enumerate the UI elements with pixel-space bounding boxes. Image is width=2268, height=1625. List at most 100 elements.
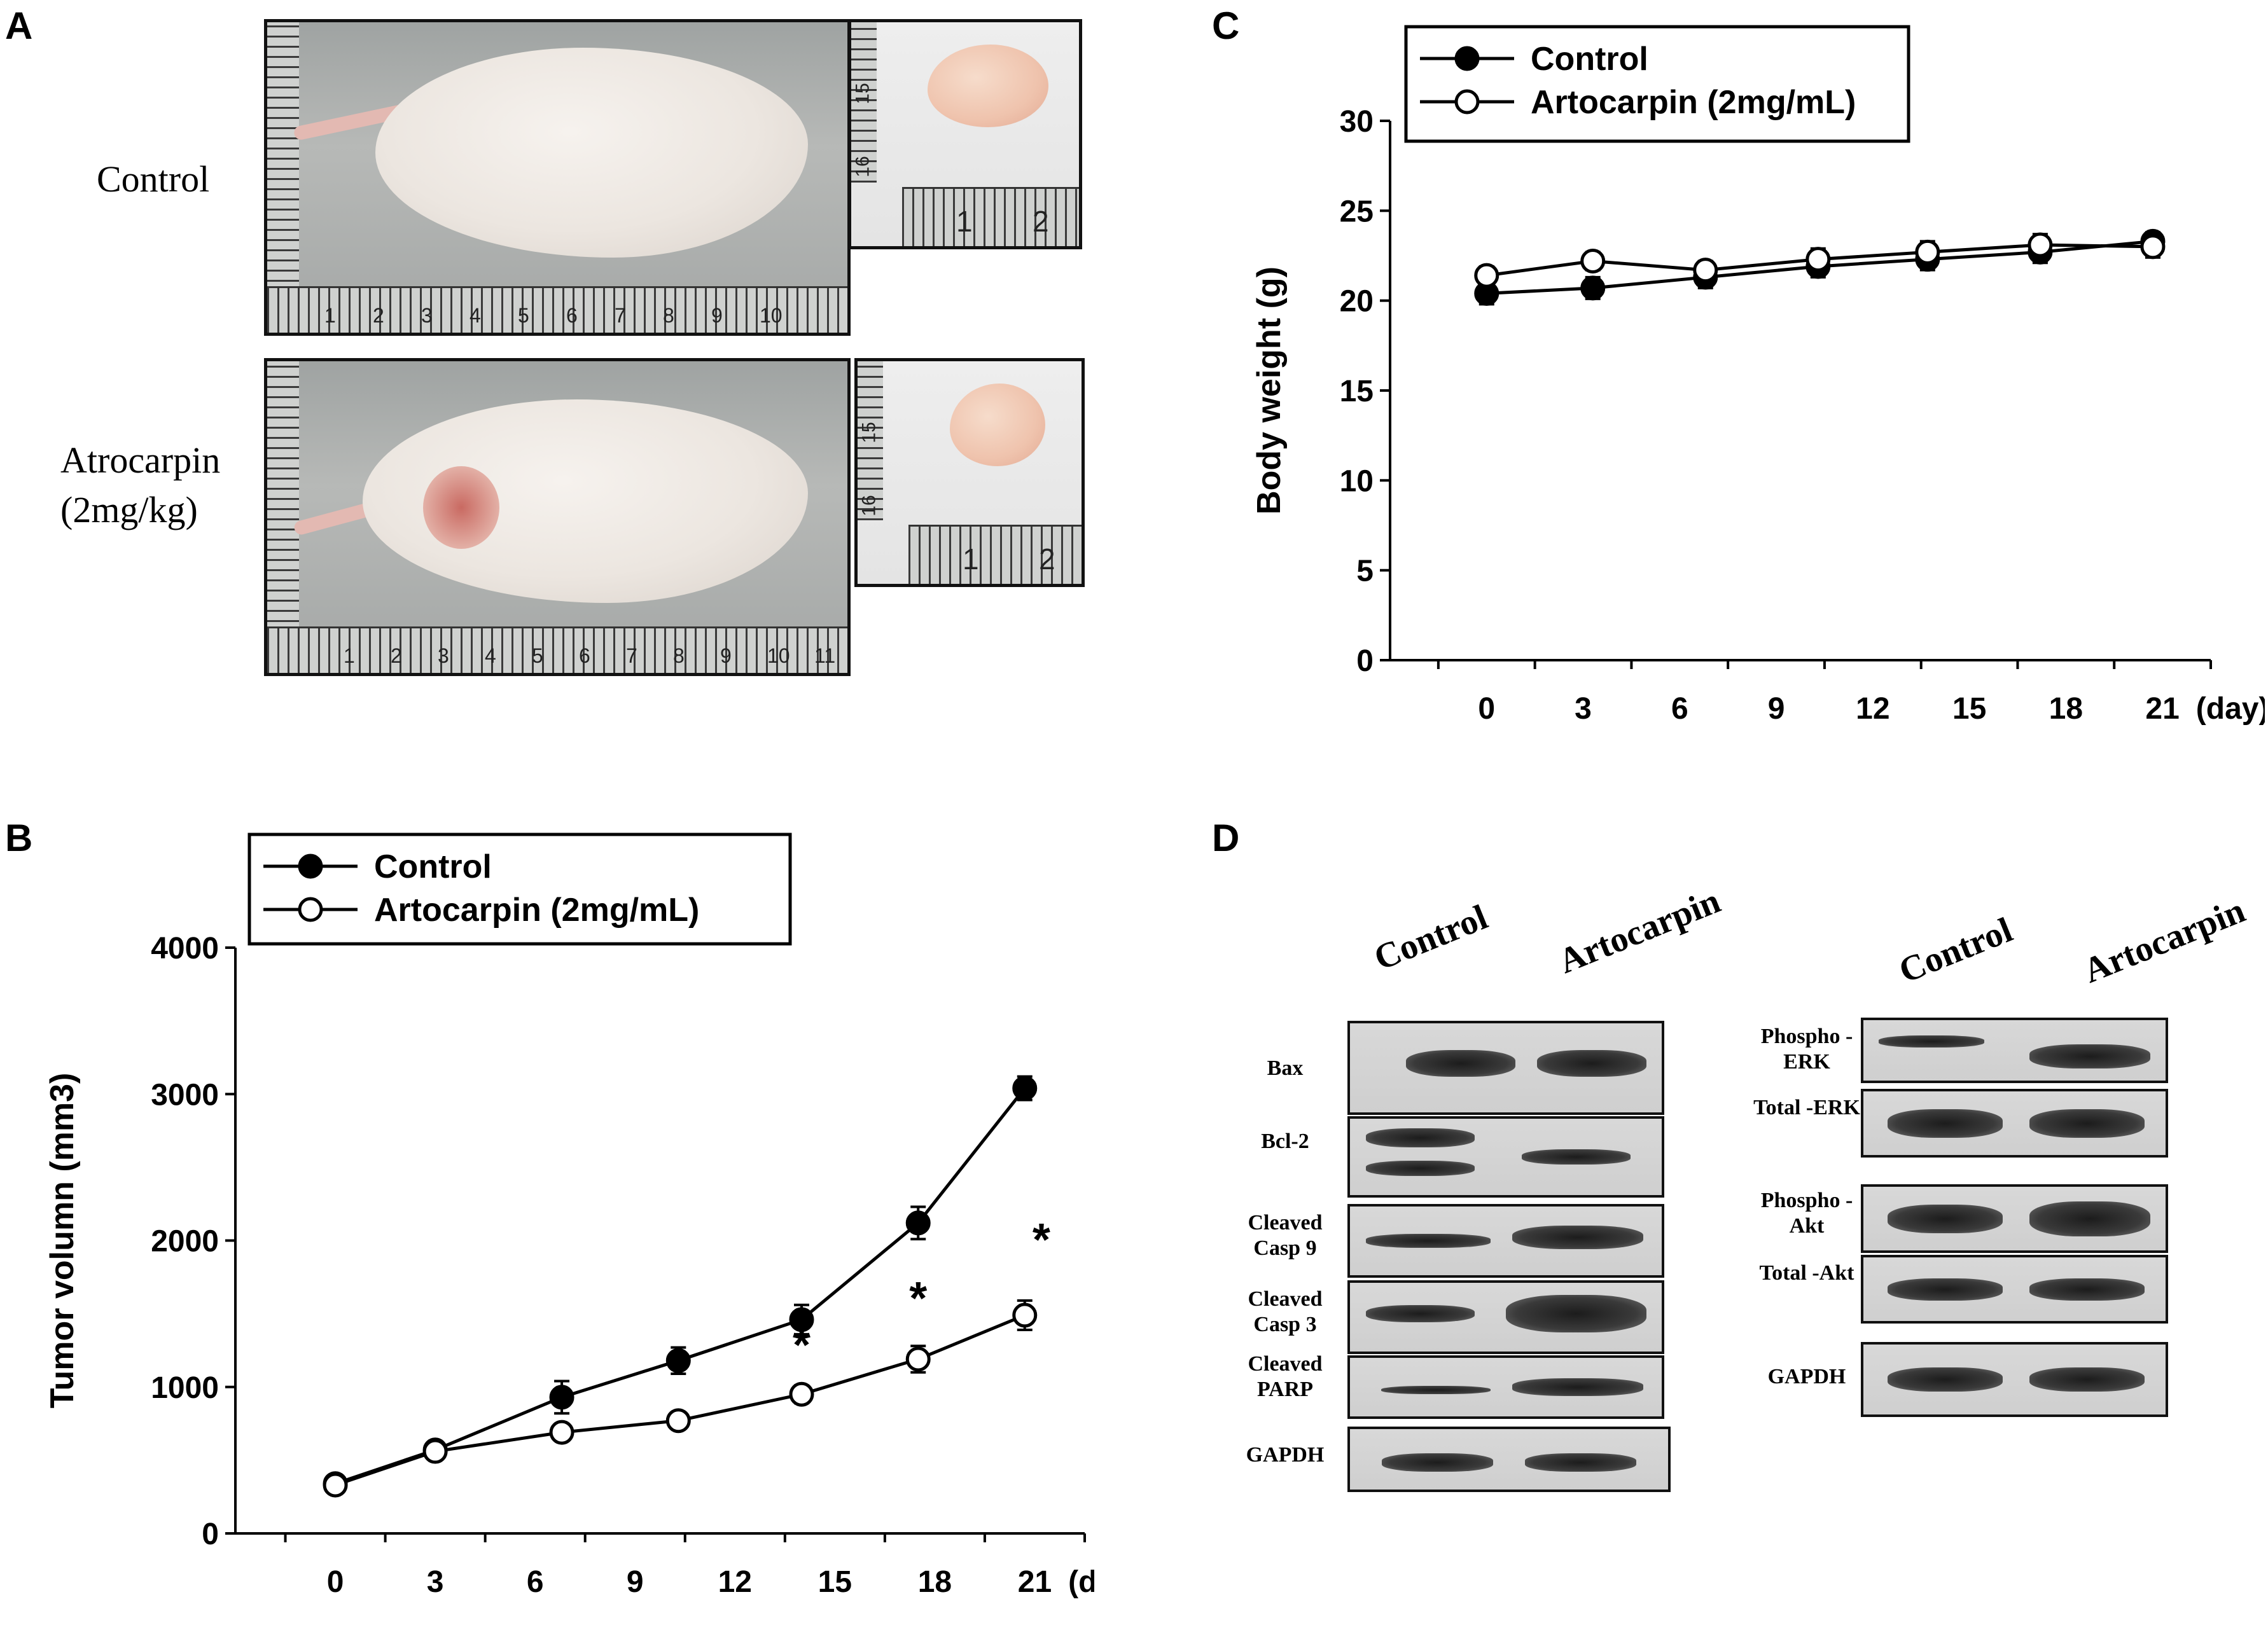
- blot-label: Cleaved Casp 9: [1248, 1211, 1323, 1260]
- x-tick-label: 6: [527, 1565, 544, 1599]
- blot-total-akt: [1861, 1255, 2168, 1324]
- x-tick-label: 15: [818, 1565, 852, 1599]
- blot-label: Bcl-2: [1261, 1130, 1309, 1153]
- blot-label: GAPDH: [1767, 1365, 1846, 1388]
- horizontal-ruler: 1 2 3 4 5 6 7 8 9 10 11: [267, 626, 847, 673]
- ruler-number: 15: [858, 422, 880, 443]
- protein-band: [1365, 1128, 1475, 1147]
- x-tick-label: 3: [1575, 692, 1592, 726]
- photo-treated-mouse: 1 2 3 4 5 6 7 8 9 10 11: [264, 358, 851, 676]
- y-tick-label: 4000: [151, 932, 219, 965]
- panel-letter-c: C: [1212, 4, 1240, 47]
- lane-header-artocarpin: Artocarpin: [2078, 890, 2251, 992]
- x-axis-label: (day): [1068, 1565, 1094, 1599]
- y-tick-label: 0: [202, 1518, 219, 1551]
- data-point: [1580, 248, 1606, 273]
- mouse-body: [375, 48, 808, 258]
- ruler-number: 2: [373, 304, 384, 327]
- lane-header-control: Control: [1368, 897, 1493, 979]
- ruler-number: 2: [391, 644, 402, 667]
- ruler-number: 6: [566, 304, 578, 327]
- protein-band: [1888, 1367, 2003, 1392]
- y-axis-label: Tumor volumn (mm3): [44, 1073, 81, 1409]
- vertical-ruler: [267, 22, 299, 333]
- ruler-number: 3: [438, 644, 449, 667]
- protein-band: [1888, 1109, 2003, 1138]
- protein-band: [1365, 1234, 1491, 1248]
- y-tick-label: 25: [1340, 195, 1374, 228]
- tumor-site: [423, 466, 499, 549]
- ruler-number: 3: [421, 304, 433, 327]
- ruler-number: 4: [485, 644, 496, 667]
- protein-band: [1382, 1453, 1493, 1472]
- x-tick-label: 21: [1018, 1565, 1052, 1599]
- y-tick-label: 10: [1340, 464, 1374, 498]
- x-tick-label: 18: [2049, 692, 2083, 726]
- row-label-treated-line1: Atrocarpin: [60, 439, 221, 481]
- protein-band: [2029, 1044, 2151, 1068]
- blot-label: Phospho -Akt: [1760, 1189, 1853, 1238]
- ruler-number: 7: [615, 304, 626, 327]
- ruler-number: 2: [1033, 205, 1049, 238]
- x-tick-label: 0: [1478, 692, 1495, 726]
- tumor-specimen: [928, 45, 1048, 127]
- legend-marker: [1454, 46, 1480, 71]
- horizontal-ruler: [902, 187, 1079, 246]
- protein-band: [1365, 1161, 1475, 1176]
- blot-bax: [1347, 1021, 1664, 1115]
- x-tick-label: 12: [718, 1565, 752, 1599]
- protein-band: [2029, 1109, 2145, 1138]
- photo-control-mouse: 1 2 3 4 5 6 7 8 9 10: [264, 19, 851, 336]
- protein-band: [1512, 1225, 1643, 1250]
- ruler-number: 1: [324, 304, 336, 327]
- photo-control-tumor: 1 2 15 16: [848, 19, 1082, 249]
- data-point: [789, 1307, 814, 1332]
- x-tick-label: 9: [1768, 692, 1785, 726]
- vertical-ruler: [851, 22, 877, 183]
- y-tick-label: 3000: [151, 1078, 219, 1112]
- protein-band: [1512, 1378, 1643, 1396]
- ruler-number: 5: [532, 644, 543, 667]
- horizontal-ruler: 1 2 3 4 5 6 7 8 9 10: [267, 286, 847, 333]
- row-label-control: Control: [97, 158, 210, 200]
- x-tick-label: 3: [427, 1565, 444, 1599]
- ruler-number: 1: [344, 644, 355, 667]
- protein-band: [1381, 1385, 1491, 1395]
- horizontal-ruler: [908, 525, 1082, 584]
- blot-label: GAPDH: [1246, 1443, 1325, 1467]
- row-label-treated-line2: (2mg/kg): [60, 489, 198, 530]
- blot-label: Total -ERK: [1753, 1096, 1860, 1119]
- y-tick-label: 0: [1356, 644, 1374, 678]
- data-point: [1474, 263, 1499, 288]
- x-tick-label: 18: [918, 1565, 952, 1599]
- data-point: [789, 1381, 814, 1407]
- ruler-number: 1: [963, 543, 979, 576]
- legend-label: Artocarpin (2mg/mL): [374, 892, 699, 929]
- protein-band: [1888, 1278, 2003, 1301]
- vertical-ruler: [267, 361, 299, 673]
- protein-band: [1406, 1050, 1515, 1077]
- blot-cleaved-casp-3: [1347, 1280, 1664, 1354]
- tumor-specimen: [950, 384, 1045, 466]
- legend-box: [1404, 25, 1910, 143]
- protein-band: [2029, 1201, 2151, 1236]
- ruler-number: 8: [673, 644, 685, 667]
- ruler-number: 1: [956, 205, 973, 238]
- blot-cleaved-casp-9: [1347, 1204, 1664, 1278]
- protein-band: [1878, 1035, 1984, 1048]
- y-tick-label: 15: [1340, 375, 1374, 408]
- x-tick-label: 21: [2145, 692, 2179, 726]
- significance-star: *: [1033, 1215, 1050, 1266]
- data-point: [2140, 234, 2166, 259]
- protein-band: [1365, 1305, 1475, 1323]
- x-tick-label: 0: [327, 1565, 344, 1599]
- legend-label: Control: [374, 848, 492, 885]
- blot-phospho-erk: [1861, 1018, 2168, 1083]
- blot-label: Cleaved Casp 3: [1248, 1287, 1323, 1336]
- data-point: [1693, 258, 1718, 283]
- lane-header-artocarpin: Artocarpin: [1553, 881, 1726, 982]
- legend-marker: [298, 854, 323, 879]
- y-tick-label: 2000: [151, 1225, 219, 1259]
- y-axis-label: Body weight (g): [1251, 266, 1288, 515]
- protein-band: [1521, 1149, 1631, 1165]
